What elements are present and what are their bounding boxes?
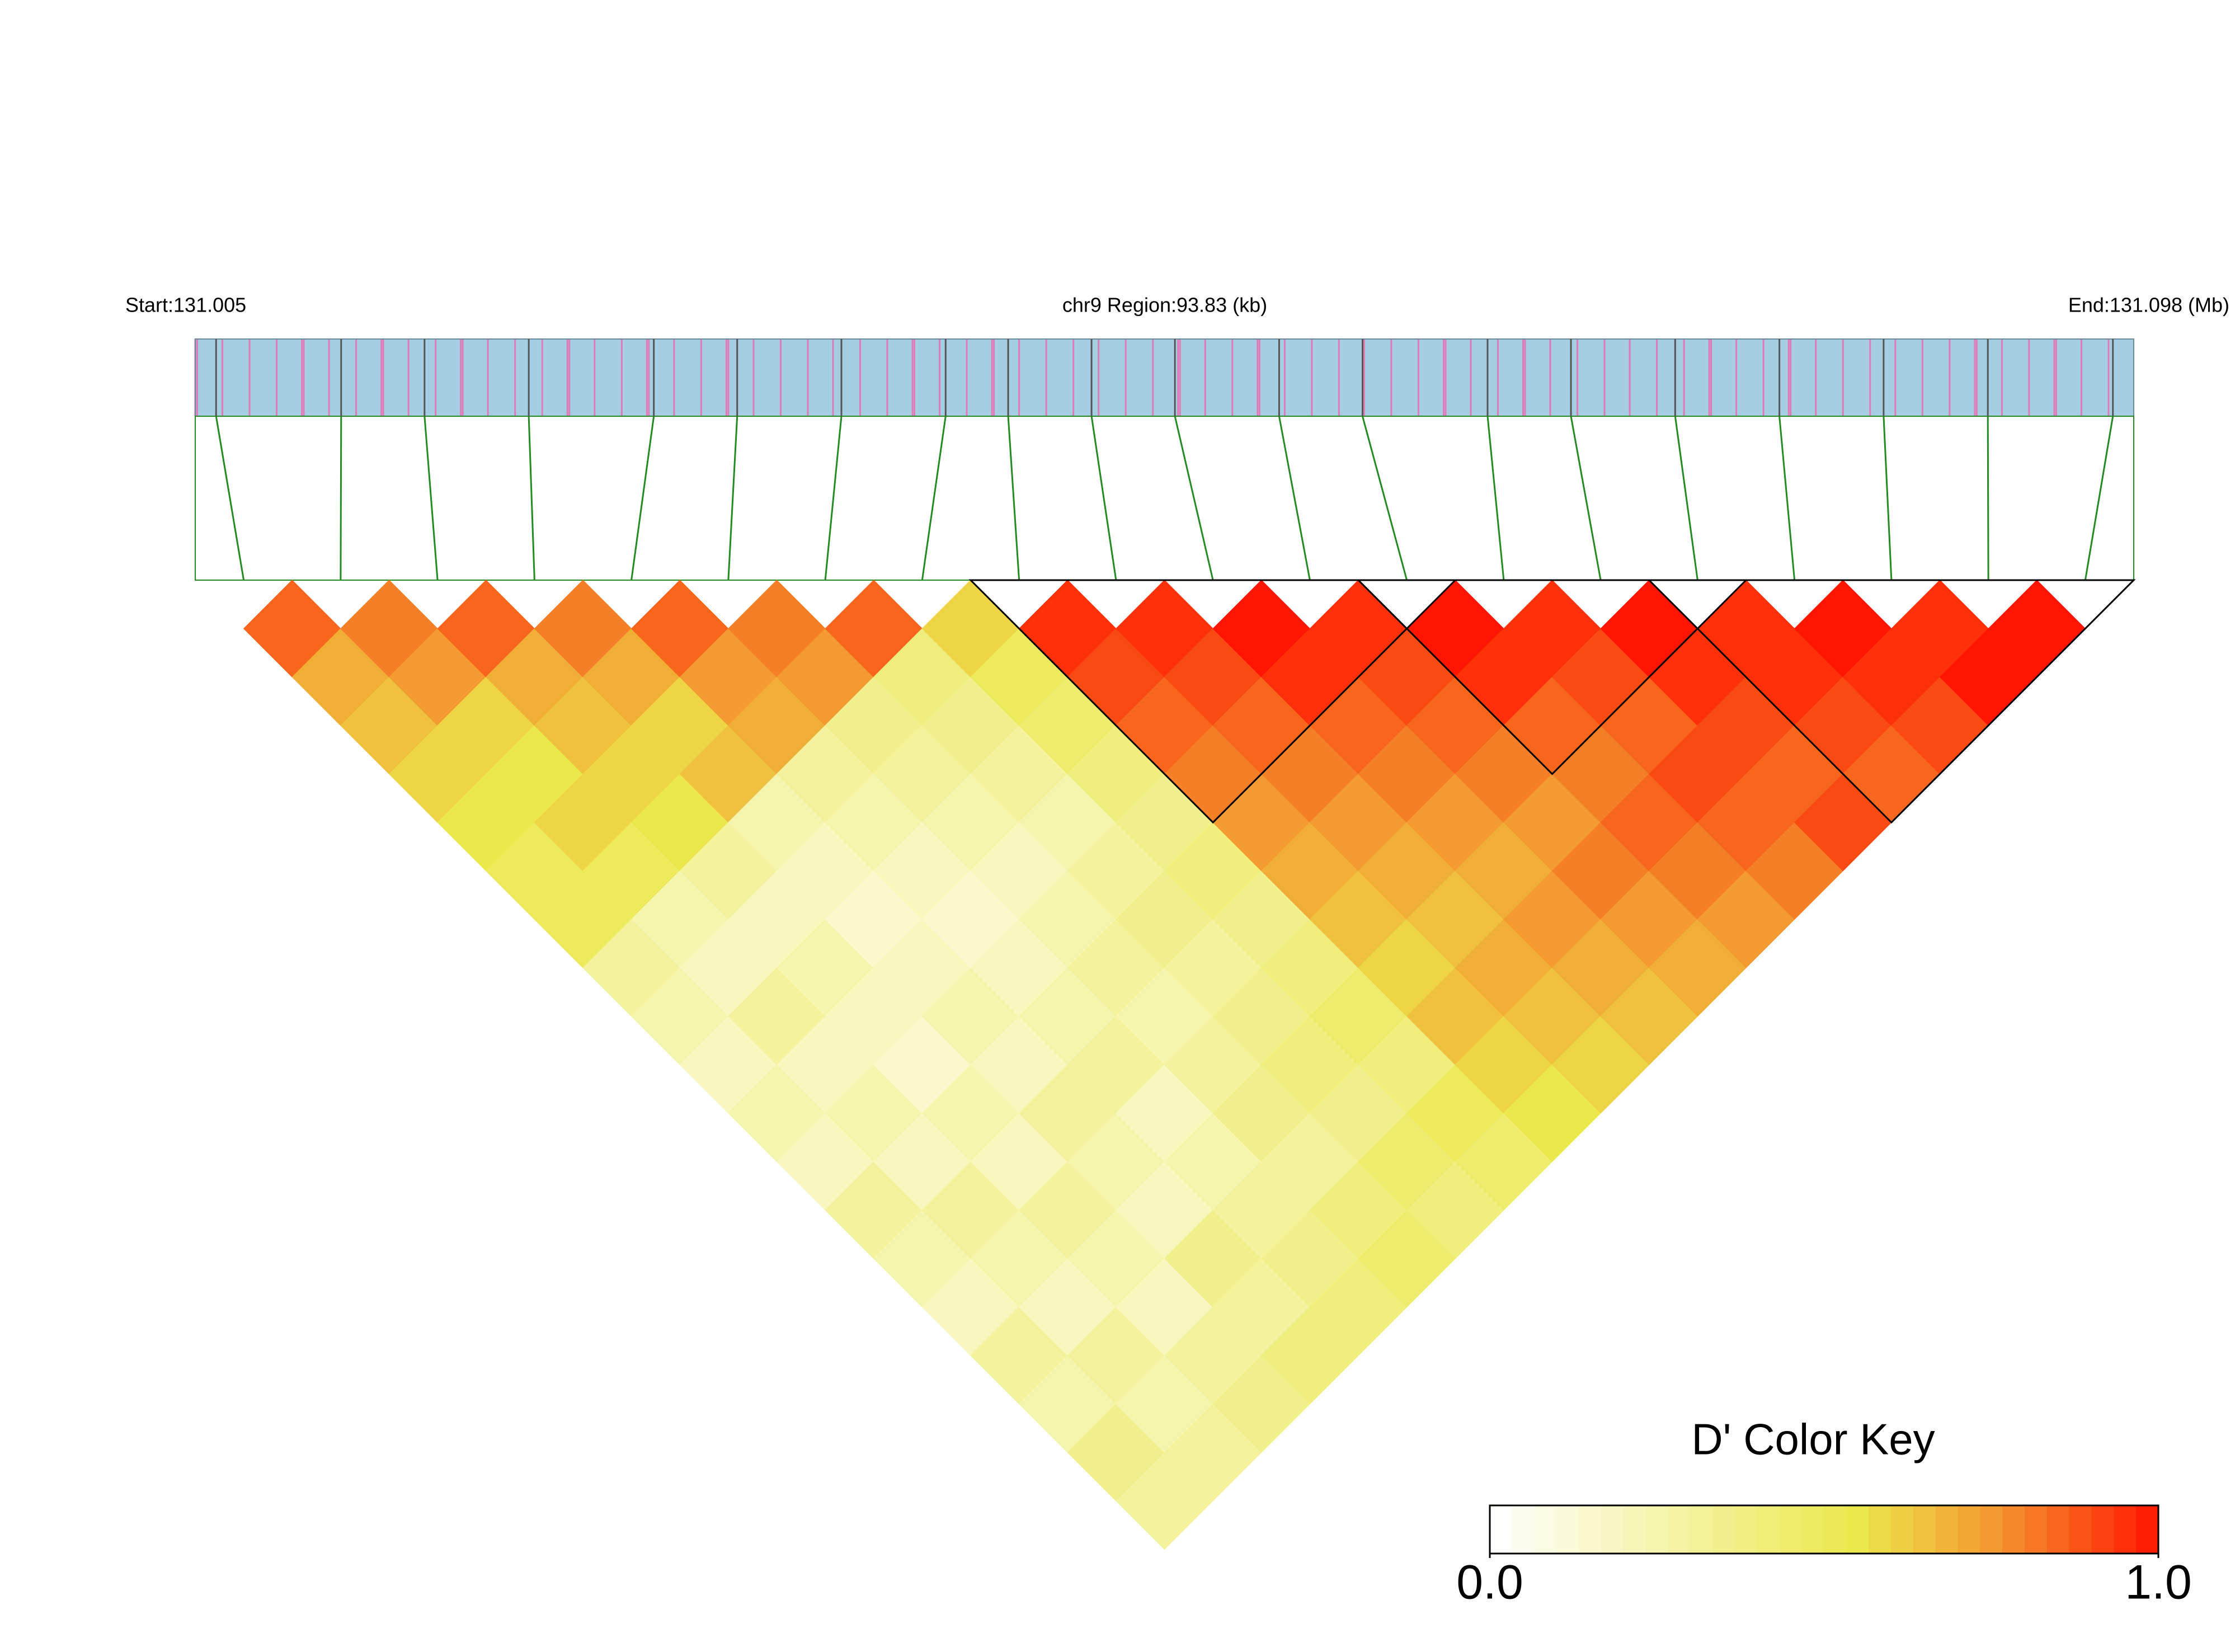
snp-connector: [1570, 416, 1602, 581]
ld-block: [1647, 579, 2136, 824]
key-step: [1779, 1505, 1803, 1554]
connector-area: [195, 416, 2134, 581]
key-step: [2025, 1505, 2048, 1554]
snp-connector: [1007, 416, 1020, 581]
key-step: [1735, 1505, 1758, 1554]
snp-connector: [921, 416, 947, 581]
key-step: [1801, 1505, 1825, 1554]
key-step: [1913, 1505, 1936, 1554]
key-step: [2046, 1505, 2070, 1554]
snp-connector: [630, 416, 655, 581]
snp-connector: [824, 416, 843, 581]
key-step: [1690, 1505, 1714, 1554]
key-tick-label: 1.0: [2125, 1556, 2192, 1609]
key-step: [1490, 1505, 1513, 1554]
snp-connector: [1883, 416, 1893, 581]
key-step: [1958, 1505, 1981, 1554]
snp-connector: [1174, 416, 1214, 581]
key-tick-label: 0.0: [1456, 1556, 1523, 1609]
key-step: [2114, 1505, 2137, 1554]
key-step: [1891, 1505, 1914, 1554]
ld-block: [1356, 579, 1748, 775]
key-step: [2069, 1505, 2092, 1554]
key-step: [1846, 1505, 1870, 1554]
key-step: [1534, 1505, 1558, 1554]
key-step: [1757, 1505, 1780, 1554]
key-step: [1712, 1505, 1736, 1554]
key-title: D' Color Key: [1691, 1415, 1935, 1464]
snp-connector: [1674, 416, 1698, 581]
key-step: [1935, 1505, 1959, 1554]
key-step: [1512, 1505, 1535, 1554]
key-step: [2136, 1505, 2159, 1554]
key-step: [1645, 1505, 1669, 1554]
snp-connector: [1486, 416, 1505, 581]
snp-connector: [1362, 416, 1408, 581]
key-step: [1824, 1505, 1847, 1554]
key-step: [1980, 1505, 2003, 1554]
snp-connector: [528, 416, 535, 581]
key-step: [1556, 1505, 1580, 1554]
key-step: [2091, 1505, 2115, 1554]
key-step: [1624, 1505, 1646, 1554]
snp-connector: [2084, 416, 2114, 581]
key-step: [1601, 1505, 1624, 1554]
snp-connector: [215, 416, 245, 581]
snp-connector: [1278, 416, 1311, 581]
start-label: Start:131.005: [125, 294, 246, 317]
key-step: [1579, 1505, 1602, 1554]
key-border: [1489, 1504, 2159, 1555]
region-label: chr9 Region:93.83 (kb): [1062, 294, 1267, 317]
snp-connector: [1090, 416, 1117, 581]
gene-bar: [195, 339, 2134, 416]
ld-block: [968, 579, 1457, 824]
key-step: [2002, 1505, 2025, 1554]
key-step: [1869, 1505, 1891, 1554]
end-label: End:131.098 (Mb): [2068, 294, 2229, 317]
snp-connector: [424, 416, 439, 581]
key-step: [1668, 1505, 1691, 1554]
snp-connector: [1778, 416, 1796, 581]
snp-connector: [727, 416, 738, 581]
